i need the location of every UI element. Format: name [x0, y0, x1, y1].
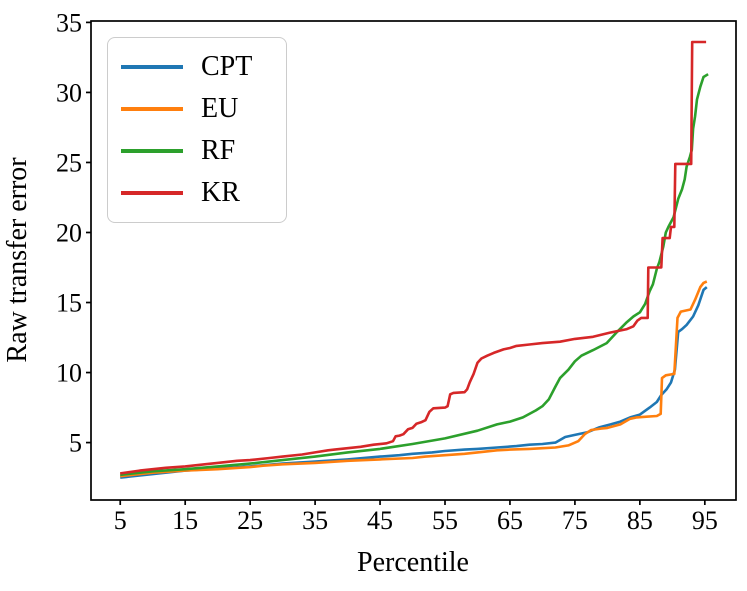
y-tick-label: 25	[56, 148, 82, 177]
y-axis-label: Raw transfer error	[2, 157, 33, 363]
legend-item-kr: KR	[121, 172, 280, 214]
x-tick-label: 45	[367, 506, 393, 535]
x-tick-label: 5	[114, 506, 127, 535]
series-lines	[120, 40, 709, 479]
x-tick-label: 55	[432, 506, 458, 535]
x-tick-label: 65	[497, 506, 523, 535]
y-tick-label: 30	[56, 78, 82, 107]
series-line-kr	[120, 40, 707, 475]
y-tick-label: 10	[56, 359, 82, 388]
x-tick-label: 15	[172, 506, 198, 535]
y-tick-label: 20	[56, 218, 82, 247]
legend-item-label: EU	[201, 93, 239, 124]
legend-item-label: KR	[201, 177, 240, 208]
legend-line-swatch	[121, 149, 183, 153]
x-tick-label: 75	[562, 506, 588, 535]
legend-item-eu: EU	[121, 88, 280, 130]
legend-line-swatch	[121, 107, 183, 111]
legend-item-cpt: CPT	[121, 46, 280, 88]
x-tick-label: 85	[627, 506, 653, 535]
y-tick-label: 5	[69, 429, 82, 458]
plot-frame	[90, 20, 737, 501]
series-line-rf	[120, 73, 709, 477]
plot-spines	[90, 20, 737, 501]
series-line-cpt	[120, 286, 708, 479]
axis-ticks: 5 15 25 35 45 55 65 75 85 95 5 10 15 20 25 30 35	[56, 8, 718, 535]
y-tick-label: 15	[56, 289, 82, 318]
y-tick-label: 35	[56, 8, 82, 37]
series-line-eu	[120, 280, 708, 478]
legend-item-rf: RF	[121, 130, 280, 172]
legend-item-label: CPT	[201, 51, 253, 82]
legend: CPT EU RF KR	[107, 37, 287, 223]
legend-item-label: RF	[201, 135, 236, 166]
x-tick-label: 25	[237, 506, 263, 535]
legend-line-swatch	[121, 65, 183, 69]
x-tick-label: 35	[302, 506, 328, 535]
legend-line-swatch	[121, 191, 183, 195]
x-tick-label: 95	[692, 506, 718, 535]
x-axis-label: Percentile	[357, 547, 469, 578]
